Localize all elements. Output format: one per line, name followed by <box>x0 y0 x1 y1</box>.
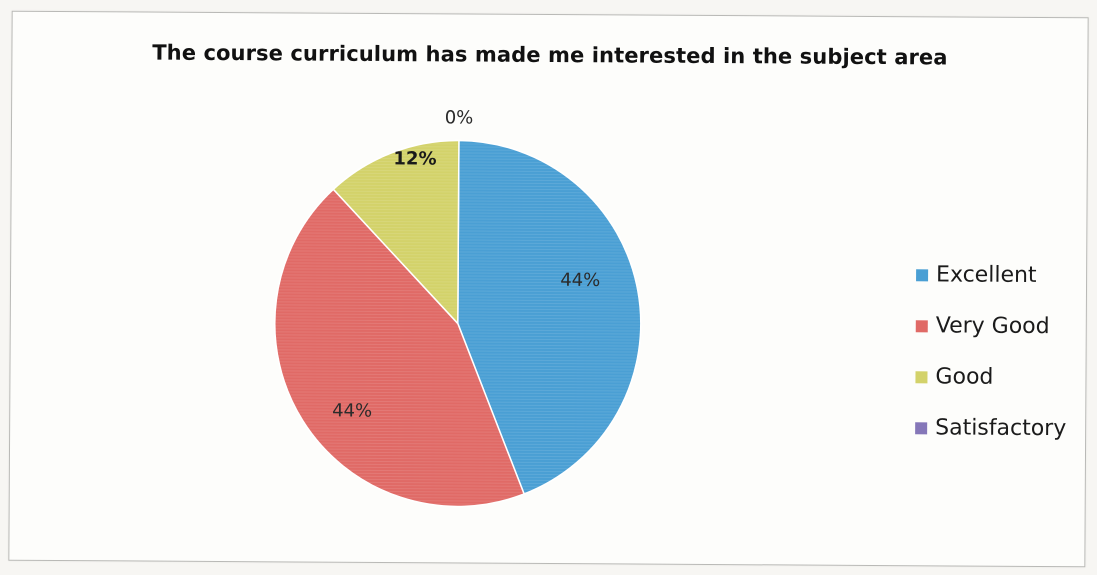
legend-label-excellent: Excellent <box>936 262 1037 288</box>
legend-item-good: Good <box>915 351 1085 403</box>
pie-slice-texture-excellent <box>457 140 641 495</box>
legend-swatch-good <box>915 370 928 383</box>
chart-frame: The course curriculum has made me intere… <box>8 10 1089 568</box>
legend-item-excellent: Excellent <box>916 249 1086 301</box>
legend-label-satisfactory: Satisfactory <box>935 415 1067 442</box>
legend-label-good: Good <box>935 364 994 390</box>
pie-chart: 44% 44% 12% 0% <box>274 107 642 508</box>
data-label-satisfactory: 0% <box>445 107 474 128</box>
legend-label-very-good: Very Good <box>935 313 1050 340</box>
legend: Excellent Very Good Good Satisfactory <box>915 249 1086 454</box>
pie-slice-texture-good <box>333 140 459 324</box>
legend-swatch-satisfactory <box>915 421 928 434</box>
legend-item-satisfactory: Satisfactory <box>915 402 1085 454</box>
data-label-excellent: 44% <box>560 270 600 291</box>
legend-item-very-good: Very Good <box>915 300 1086 352</box>
data-label-very-good: 44% <box>332 400 372 421</box>
legend-swatch-very-good <box>915 319 928 332</box>
legend-swatch-excellent <box>916 268 929 281</box>
pie-slice-texture-very-good <box>274 189 525 507</box>
data-label-good: 12% <box>393 148 436 169</box>
